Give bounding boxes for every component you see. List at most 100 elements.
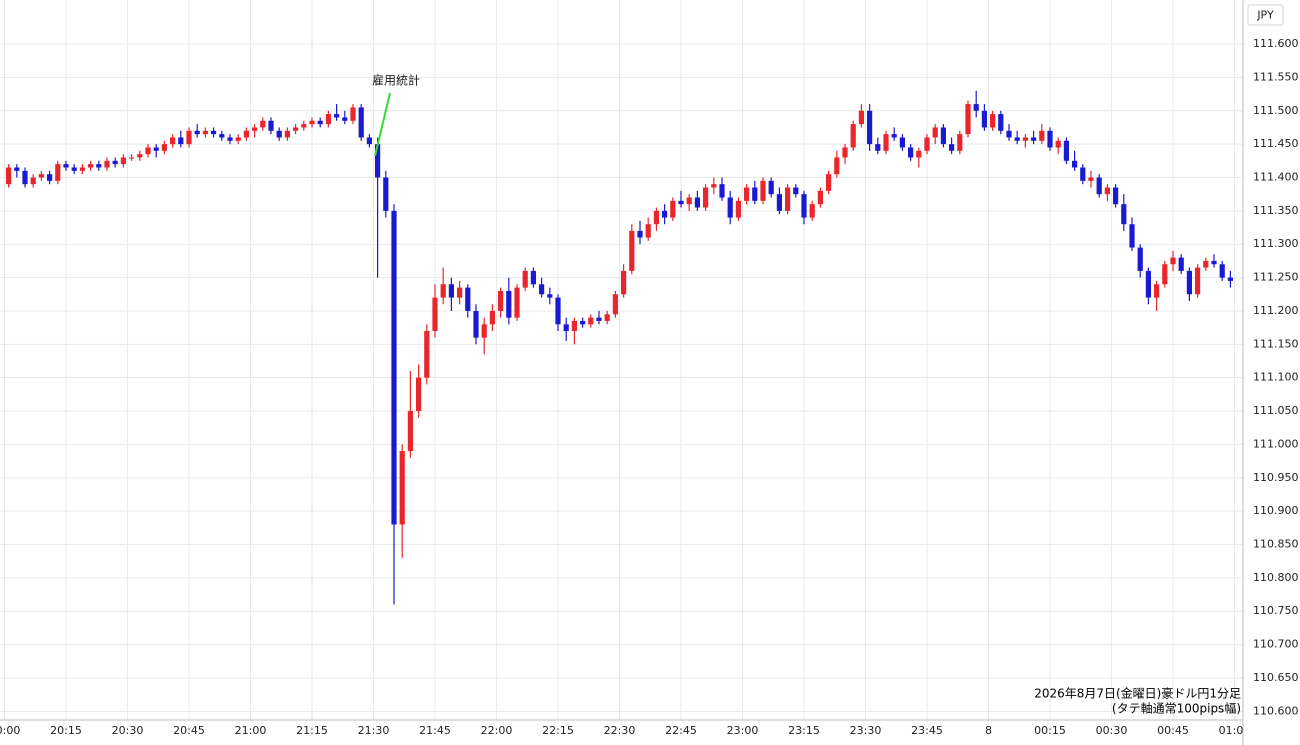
y-tick-label: 111.250 — [1253, 271, 1299, 284]
candle-body — [694, 197, 700, 208]
candle-body — [1014, 137, 1020, 141]
candle-body — [276, 130, 282, 138]
candle-body — [1129, 224, 1135, 248]
candle-body — [104, 160, 110, 168]
candle-body — [1113, 187, 1119, 205]
candle-body — [834, 157, 840, 175]
candle-body — [735, 200, 741, 218]
candle-body — [1154, 284, 1160, 298]
y-tick-label: 111.450 — [1253, 137, 1299, 150]
candle-body — [1088, 177, 1094, 181]
candle-body — [703, 187, 709, 208]
x-tick-label: 22:45 — [665, 724, 697, 737]
candle-body — [38, 174, 44, 178]
candle-body — [662, 210, 668, 218]
candle-body — [678, 200, 684, 205]
candle-body — [457, 287, 463, 298]
y-tick-label: 110.650 — [1253, 671, 1299, 684]
candle-body — [826, 174, 832, 191]
candle-body — [719, 184, 725, 198]
candle-body — [514, 287, 520, 318]
candle-body — [752, 187, 758, 201]
candle-body — [727, 197, 733, 218]
candle-body — [145, 147, 151, 155]
candle-body — [448, 284, 454, 298]
candle-body — [473, 310, 479, 338]
candle-body — [178, 137, 184, 145]
candle-body — [924, 137, 930, 151]
candle-body — [489, 310, 495, 325]
candle-body — [940, 127, 946, 145]
candle-body — [1203, 260, 1209, 268]
candle-body — [47, 174, 53, 181]
candle-body — [407, 411, 413, 452]
candle-body — [186, 130, 192, 145]
candle-body — [317, 120, 323, 125]
candle-body — [883, 134, 889, 151]
candle-body — [235, 137, 241, 141]
y-tick-label: 111.300 — [1253, 237, 1299, 250]
y-tick-label: 111.200 — [1253, 304, 1299, 317]
x-tick-label: 21:15 — [296, 724, 328, 737]
candle-body — [580, 320, 586, 325]
x-tick-label: 21:45 — [419, 724, 451, 737]
candle-body — [112, 160, 118, 165]
candle-body — [760, 180, 766, 201]
candle-body — [1080, 167, 1086, 181]
candle-body — [842, 147, 848, 158]
candle-body — [1072, 160, 1078, 168]
x-tick-label: 20:30 — [112, 724, 144, 737]
candle-body — [391, 210, 397, 525]
x-axis: 20:00 20:15 20:30 20:45 21:00 21:15 21:30 21:45… — [0, 724, 1243, 737]
candle-body — [1063, 140, 1069, 161]
candle-body — [211, 130, 217, 135]
candle-body — [555, 297, 561, 325]
y-tick-label: 111.100 — [1253, 371, 1299, 384]
candle-body — [1121, 204, 1127, 225]
candle-body — [629, 230, 635, 271]
candle-body — [744, 187, 750, 201]
candle-body — [891, 134, 897, 138]
candle-body — [309, 120, 315, 125]
candle-body — [957, 134, 963, 151]
candle-body — [6, 167, 12, 185]
candle-body — [170, 137, 176, 145]
candle-body — [252, 127, 258, 131]
y-tick-label: 110.850 — [1253, 538, 1299, 551]
candle-body — [63, 164, 69, 168]
candle-body — [1195, 267, 1201, 295]
candle-body — [801, 194, 807, 218]
candle-body — [1104, 187, 1110, 195]
candle-body — [14, 167, 20, 171]
candle-body — [916, 150, 922, 158]
candle-body — [1227, 277, 1233, 281]
candle-body — [1219, 264, 1225, 278]
x-tick-label: 20:15 — [50, 724, 82, 737]
candle-body — [22, 170, 28, 185]
candle-body — [194, 130, 200, 135]
x-tick-label: 20:45 — [173, 724, 205, 737]
candle-body — [350, 107, 356, 121]
candle-body — [990, 114, 996, 128]
candle-body — [260, 120, 266, 128]
y-tick-label: 110.800 — [1253, 571, 1299, 584]
candle-body — [358, 107, 364, 138]
candle-body — [621, 270, 627, 295]
candle-body — [612, 294, 618, 315]
candle-body — [1137, 247, 1143, 271]
candle-body — [653, 210, 659, 225]
candle-body — [588, 317, 594, 325]
candle-body — [973, 104, 979, 111]
candle-body — [284, 130, 290, 138]
candle-body — [399, 451, 405, 525]
currency-label: JPY — [1256, 9, 1274, 22]
note: (タテ軸通常100pips幅) — [1112, 701, 1241, 716]
x-tick-label: 23:30 — [850, 724, 882, 737]
x-tick-label: 23:45 — [911, 724, 943, 737]
candle-body — [366, 137, 372, 145]
candle-body — [645, 224, 651, 238]
annotation-line — [374, 92, 391, 157]
x-tick-label: 22:00 — [481, 724, 513, 737]
candle-body — [71, 167, 77, 171]
candle-body — [817, 190, 823, 205]
